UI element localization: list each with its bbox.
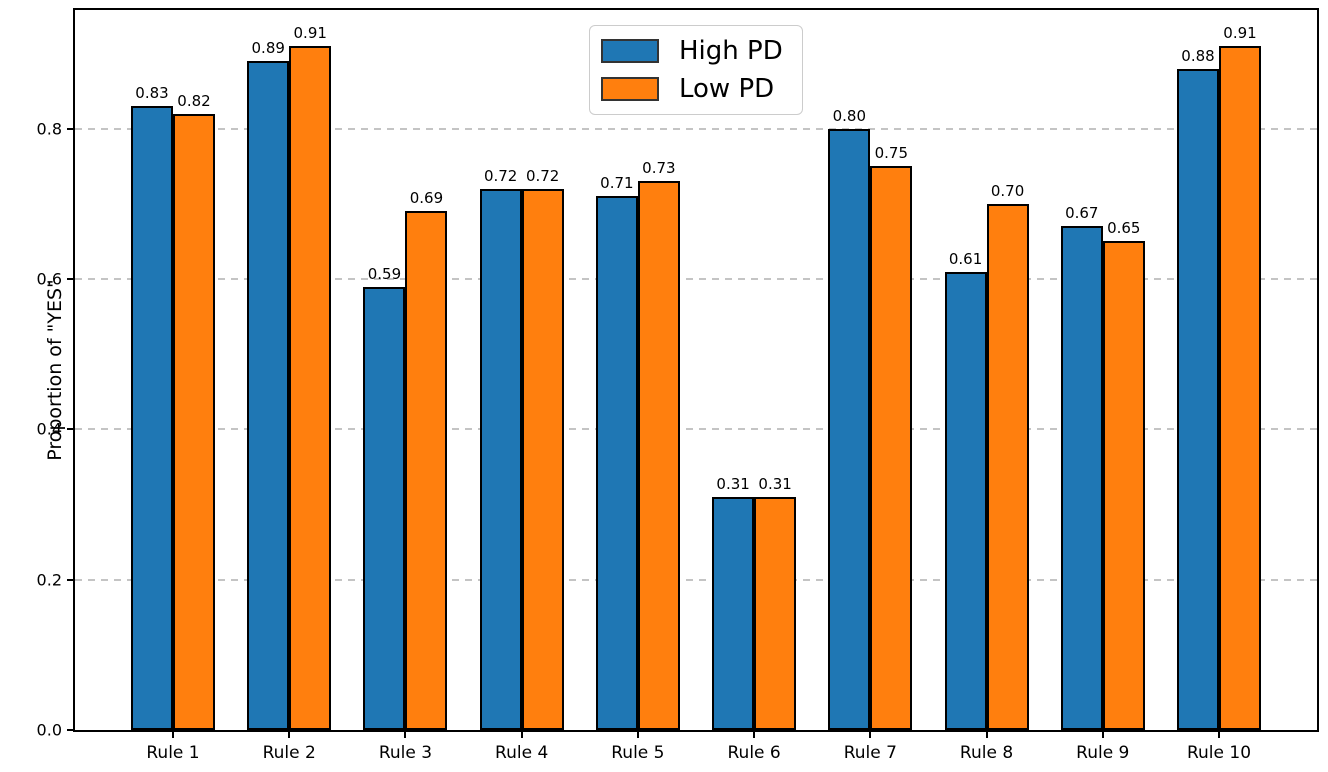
bar-high-pd-rule-2 <box>247 61 290 730</box>
value-label-high-pd-rule-8: 0.61 <box>948 249 983 268</box>
legend-label-high-pd: High PD <box>679 36 783 66</box>
x-tick-label-rule-9: Rule 9 <box>1076 743 1130 763</box>
legend-swatch-low-pd <box>601 77 659 101</box>
bar-low-pd-rule-4 <box>521 188 564 730</box>
value-label-low-pd-rule-2: 0.91 <box>293 24 327 43</box>
gridline-y-0.2 <box>75 578 1317 581</box>
bar-low-pd-rule-3 <box>405 211 448 730</box>
value-label-high-pd-rule-9: 0.67 <box>1065 204 1099 223</box>
y-tick-mark-0.2 <box>67 578 74 581</box>
value-label-low-pd-rule-6: 0.31 <box>758 475 792 493</box>
x-tick-label-rule-3: Rule 3 <box>378 743 433 763</box>
value-label-low-pd-rule-9: 0.65 <box>1107 219 1141 238</box>
bar-low-pd-rule-7 <box>870 166 913 730</box>
x-tick-mark-rule-4 <box>520 731 523 738</box>
x-tick-label-rule-6: Rule 6 <box>727 743 781 763</box>
gridline-y-0.6 <box>75 278 1317 281</box>
legend-swatch-high-pd <box>601 39 659 63</box>
y-tick-label-0.2: 0.2 <box>36 570 62 590</box>
x-tick-mark-rule-10 <box>1218 731 1220 738</box>
x-tick-mark-rule-2 <box>288 731 291 738</box>
bar-low-pd-rule-1 <box>173 113 215 730</box>
value-label-low-pd-rule-8: 0.70 <box>990 181 1025 200</box>
x-tick-label-rule-4: Rule 4 <box>495 743 549 763</box>
value-label-high-pd-rule-4: 0.72 <box>483 166 518 185</box>
y-tick-label-0.8: 0.8 <box>36 119 62 139</box>
value-label-high-pd-rule-10: 0.88 <box>1181 46 1215 65</box>
bar-low-pd-rule-2 <box>289 46 332 730</box>
x-tick-mark-rule-6 <box>753 731 756 738</box>
legend: High PD Low PD <box>589 25 803 115</box>
bar-high-pd-rule-10 <box>1177 68 1219 730</box>
x-tick-mark-rule-8 <box>985 731 988 738</box>
y-tick-mark-0.4 <box>67 428 74 431</box>
x-tick-mark-rule-5 <box>636 731 639 738</box>
x-tick-label-rule-8: Rule 8 <box>959 743 1014 763</box>
value-label-low-pd-rule-1: 0.82 <box>177 91 211 110</box>
legend-row-high-pd: High PD <box>601 37 802 65</box>
value-label-low-pd-rule-10: 0.91 <box>1223 24 1257 43</box>
bar-low-pd-rule-9 <box>1102 241 1145 730</box>
value-label-high-pd-rule-1: 0.83 <box>135 84 169 103</box>
legend-row-low-pd: Low PD <box>601 75 802 103</box>
bar-high-pd-rule-9 <box>1060 226 1103 730</box>
bar-high-pd-rule-6 <box>712 497 755 730</box>
value-label-high-pd-rule-6: 0.31 <box>716 475 750 493</box>
y-tick-mark-0.8 <box>67 127 74 130</box>
x-tick-mark-rule-3 <box>404 731 407 738</box>
value-label-high-pd-rule-2: 0.89 <box>251 39 285 58</box>
y-tick-label-0.0: 0.0 <box>36 720 62 740</box>
value-label-high-pd-rule-7: 0.80 <box>832 106 867 125</box>
y-tick-label-0.6: 0.6 <box>36 269 62 289</box>
x-tick-mark-rule-9 <box>1101 731 1104 738</box>
value-label-low-pd-rule-7: 0.75 <box>874 144 909 163</box>
x-tick-label-rule-2: Rule 2 <box>262 743 316 763</box>
bar-high-pd-rule-5 <box>595 196 638 730</box>
bar-high-pd-rule-3 <box>363 286 406 730</box>
x-tick-mark-rule-1 <box>172 731 174 738</box>
x-tick-label-rule-1: Rule 1 <box>146 743 200 763</box>
value-label-high-pd-rule-5: 0.71 <box>600 174 634 193</box>
value-label-low-pd-rule-3: 0.69 <box>409 189 444 208</box>
value-label-low-pd-rule-5: 0.73 <box>642 159 676 178</box>
gridline-y-0.8 <box>75 127 1317 130</box>
legend-label-low-pd: Low PD <box>679 74 775 104</box>
bar-high-pd-rule-1 <box>131 106 173 730</box>
y-tick-mark-0.0 <box>67 729 74 731</box>
y-tick-mark-0.6 <box>67 278 74 281</box>
bar-low-pd-rule-6 <box>754 497 797 730</box>
bar-low-pd-rule-8 <box>986 203 1029 730</box>
x-tick-label-rule-10: Rule 10 <box>1186 743 1252 763</box>
bar-low-pd-rule-10 <box>1219 46 1261 730</box>
bar-high-pd-rule-4 <box>479 188 522 730</box>
x-tick-mark-rule-7 <box>869 731 872 738</box>
y-tick-label-0.4: 0.4 <box>36 419 62 439</box>
bar-high-pd-rule-8 <box>944 271 987 730</box>
x-tick-label-rule-7: Rule 7 <box>843 743 897 763</box>
bar-high-pd-rule-7 <box>828 128 871 730</box>
gridline-y-0.4 <box>75 428 1317 431</box>
value-label-low-pd-rule-4: 0.72 <box>525 166 560 185</box>
bar-low-pd-rule-5 <box>637 181 680 730</box>
y-axis-title: Proportion of "YES" <box>44 279 67 461</box>
value-label-high-pd-rule-3: 0.59 <box>367 264 402 283</box>
x-tick-label-rule-5: Rule 5 <box>611 743 665 763</box>
